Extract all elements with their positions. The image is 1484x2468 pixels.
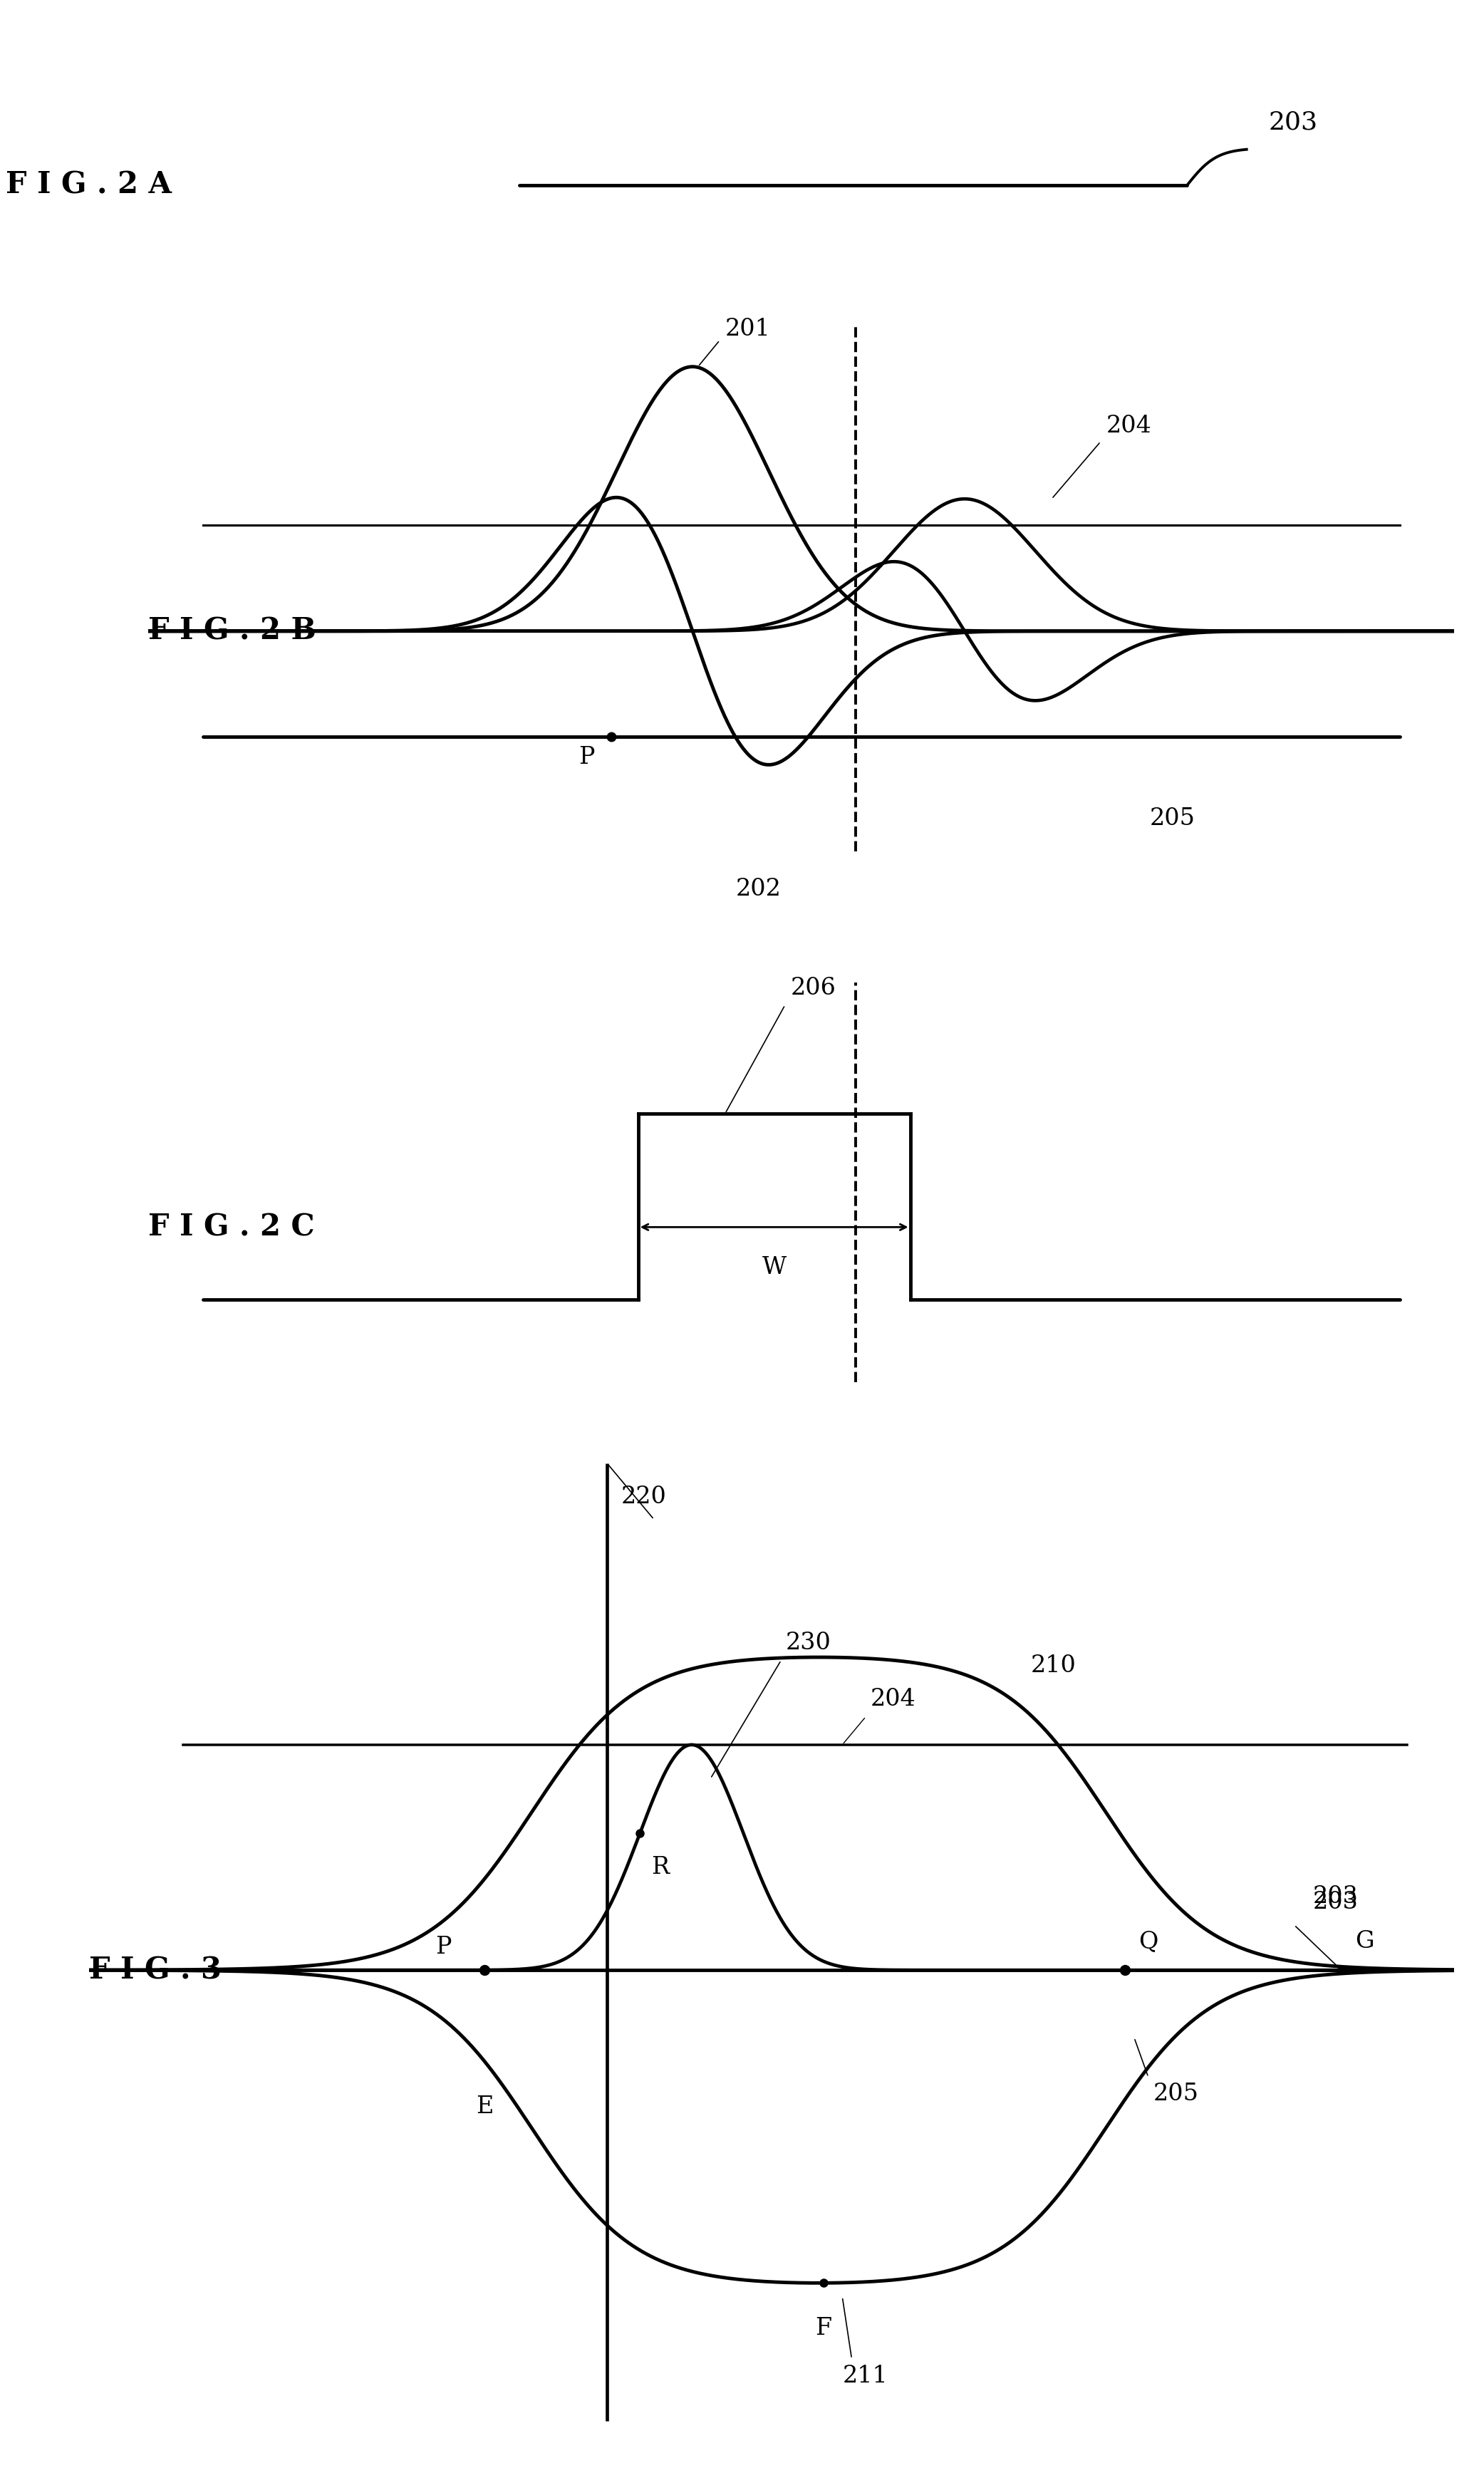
Text: 202: 202 bbox=[736, 879, 782, 901]
Text: Q: Q bbox=[1138, 1930, 1159, 1952]
Text: F I G . 3: F I G . 3 bbox=[89, 1955, 221, 1984]
Text: F: F bbox=[815, 2317, 831, 2340]
Text: 204: 204 bbox=[1106, 415, 1152, 437]
Text: F I G . 2 A: F I G . 2 A bbox=[6, 170, 172, 200]
Text: 205: 205 bbox=[1150, 807, 1195, 829]
Text: E: E bbox=[476, 2095, 493, 2118]
Text: R: R bbox=[651, 1856, 669, 1878]
Text: W: W bbox=[761, 1256, 787, 1278]
Text: 204: 204 bbox=[871, 1688, 916, 1710]
Text: P: P bbox=[435, 1935, 451, 1960]
Text: 203: 203 bbox=[1269, 111, 1318, 133]
Text: 203: 203 bbox=[1313, 1890, 1358, 1913]
Text: 211: 211 bbox=[843, 2364, 887, 2387]
Text: 205: 205 bbox=[1153, 2083, 1199, 2105]
Text: G: G bbox=[1355, 1930, 1374, 1952]
Text: 230: 230 bbox=[787, 1631, 831, 1654]
Text: P: P bbox=[579, 745, 594, 768]
Text: F I G . 2 B: F I G . 2 B bbox=[148, 617, 316, 647]
Text: 201: 201 bbox=[726, 318, 770, 341]
Text: 206: 206 bbox=[791, 977, 835, 1000]
Text: 210: 210 bbox=[1030, 1654, 1076, 1678]
Text: 220: 220 bbox=[620, 1486, 666, 1508]
Text: 203: 203 bbox=[1313, 1886, 1358, 1908]
Text: F I G . 2 C: F I G . 2 C bbox=[148, 1212, 315, 1241]
